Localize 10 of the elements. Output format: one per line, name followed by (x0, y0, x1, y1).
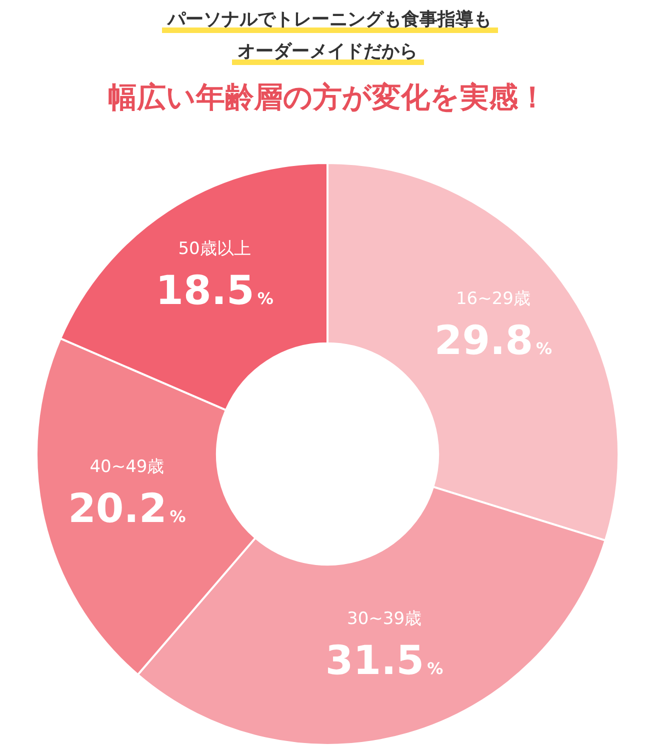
data-label: 29.8% (434, 318, 552, 364)
slice-label: 50歳以上 (178, 239, 251, 259)
chart-subtitle: パーソナルでトレーニングも食事指導もオーダーメイドだから (162, 9, 498, 65)
slice-label: 30~39歳 (347, 608, 422, 629)
data-label: 20.2% (68, 486, 186, 532)
data-label: 31.5% (325, 638, 444, 684)
data-label: 18.5% (156, 268, 274, 314)
slice-label: 40~49歳 (90, 457, 164, 478)
chart-title: 幅広い年齢層の方が変化を実感！ (107, 79, 548, 116)
slice-label: 16~29歳 (456, 288, 530, 309)
